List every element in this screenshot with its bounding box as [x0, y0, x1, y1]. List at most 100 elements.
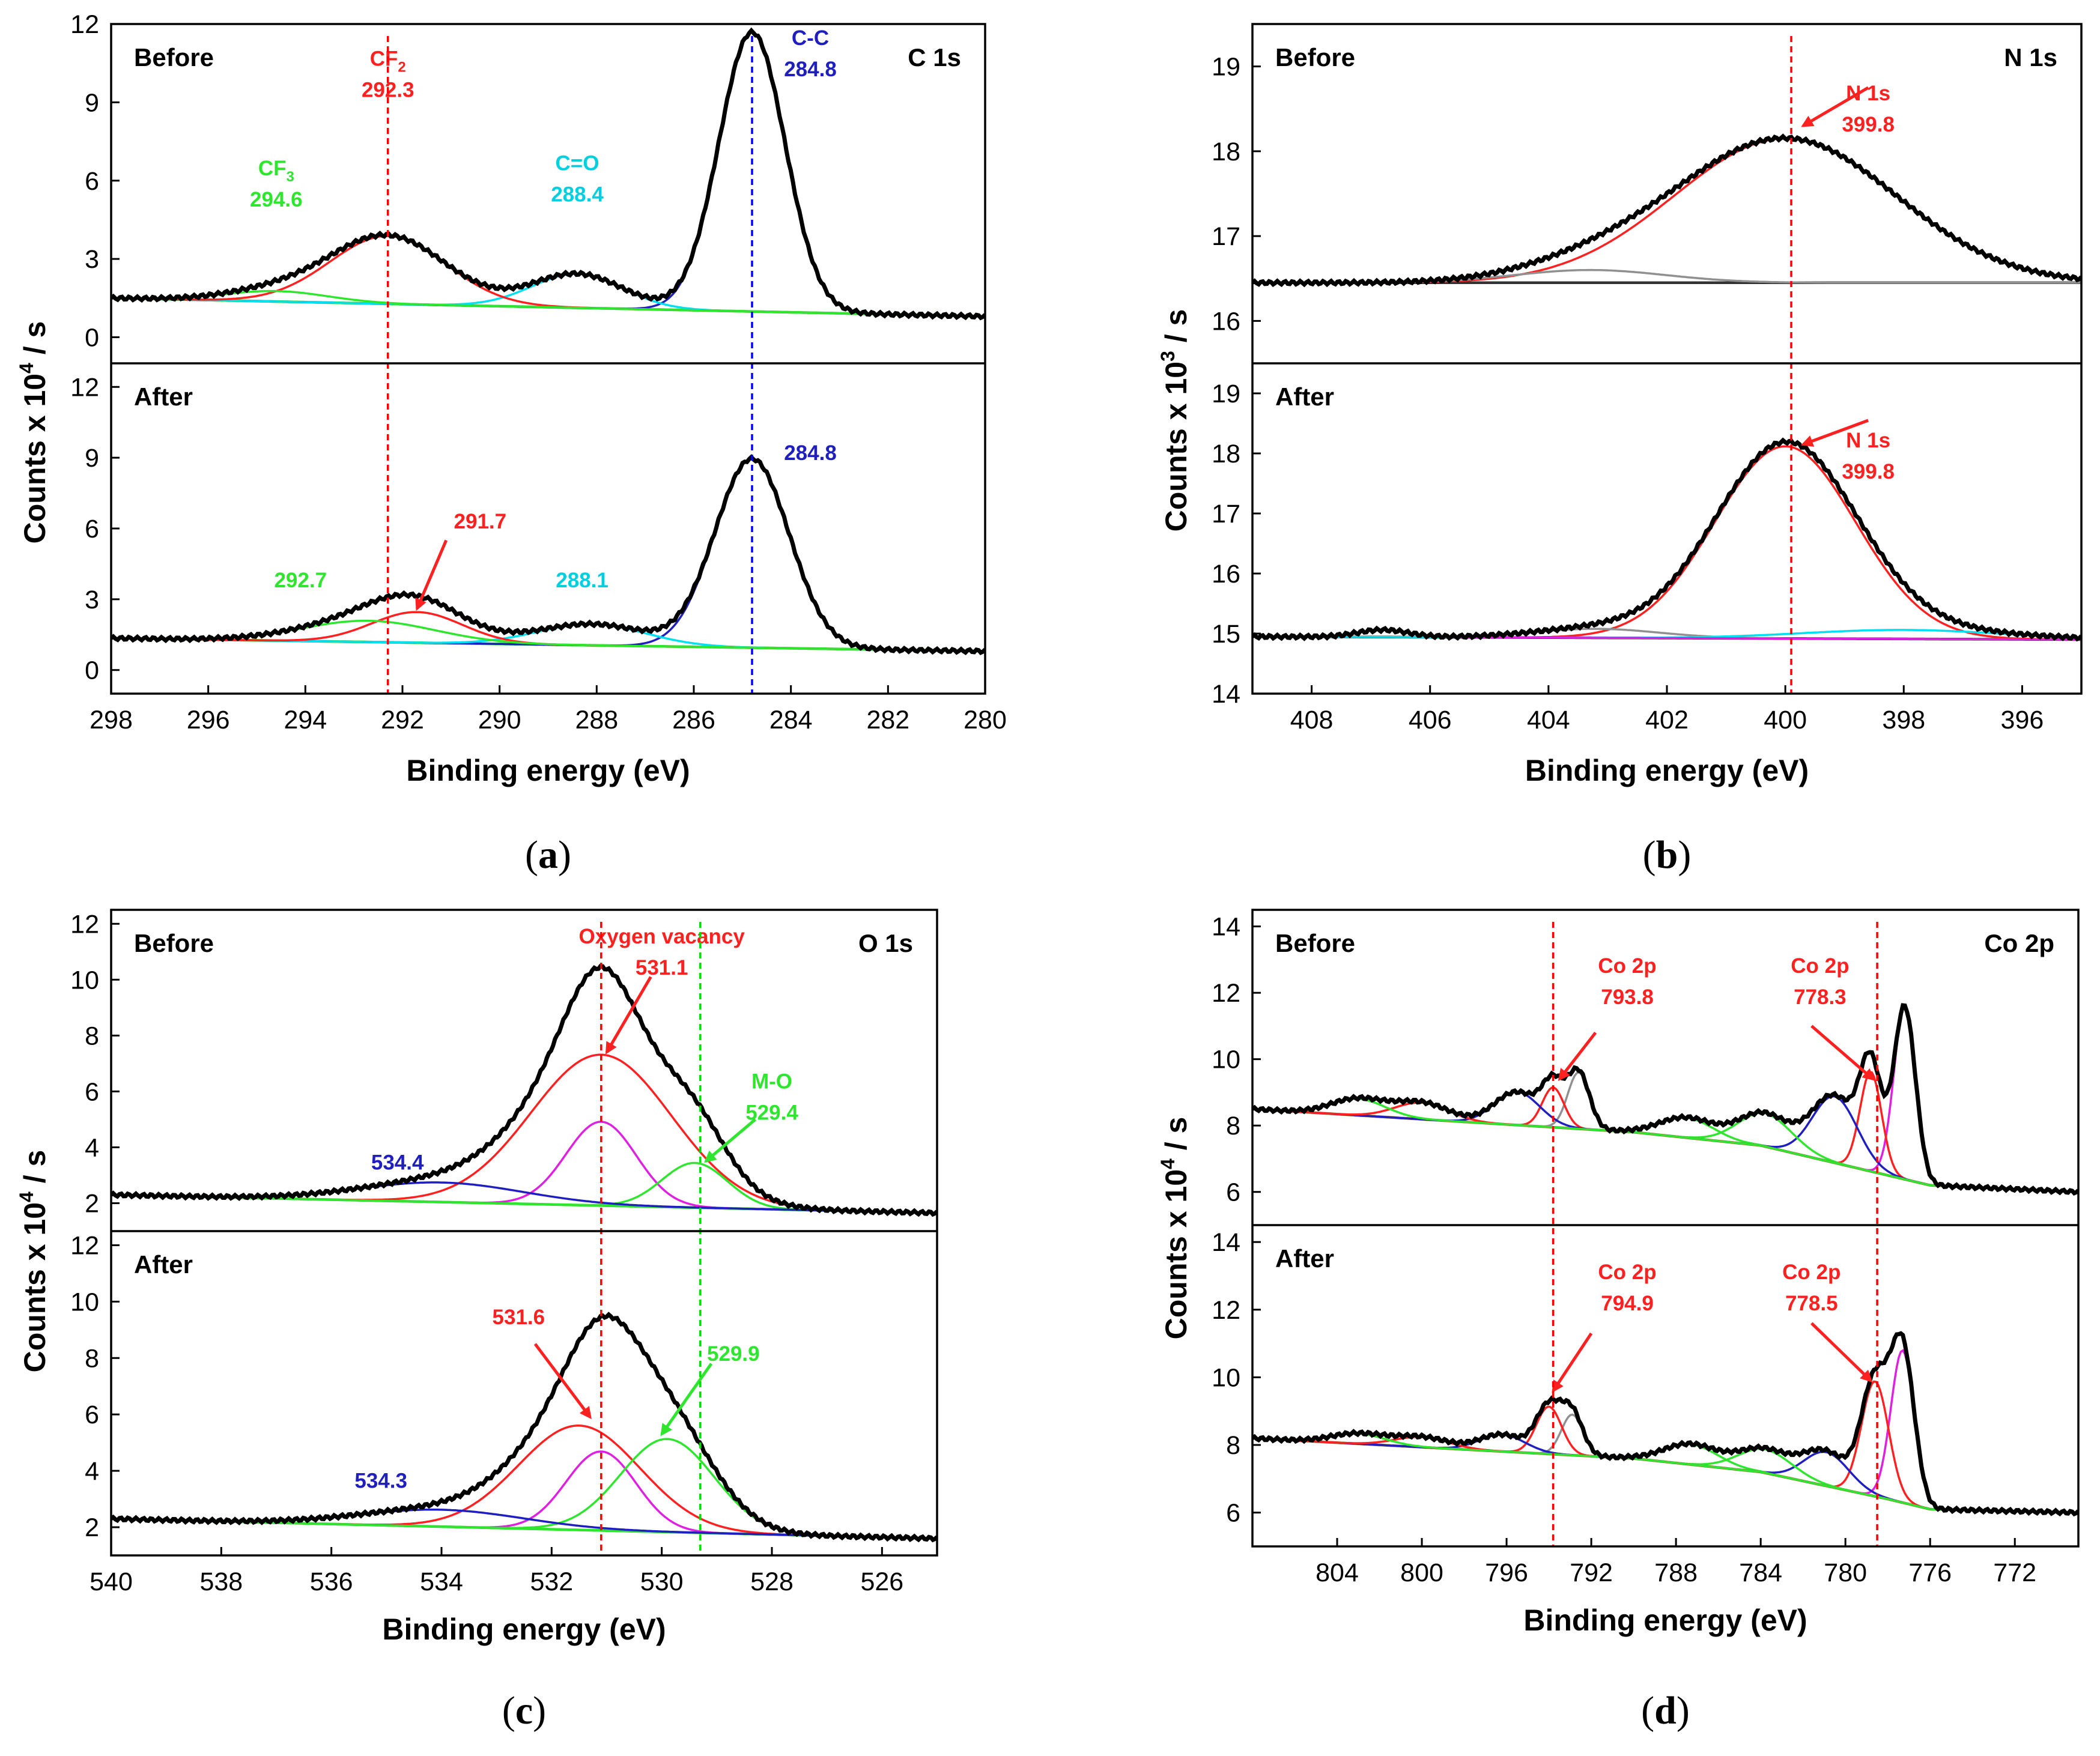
annotation-arrow [703, 1118, 757, 1163]
panel-letter-open: ( [1643, 833, 1656, 877]
measured-spectrum [111, 963, 937, 1217]
subplot-label: After [134, 1250, 193, 1279]
annotation-arrow [533, 1343, 592, 1420]
annotation-arrow [415, 539, 448, 611]
y-tick-label: 0 [85, 324, 99, 353]
peak-value: 399.8 [1842, 460, 1895, 483]
curves [1252, 133, 2081, 288]
y-axis-label-exp: 4 [1157, 1158, 1179, 1169]
peak-name: N 1s [1846, 82, 1890, 105]
y-axis-label-tail: / s [1159, 309, 1193, 351]
y-tick-label: 18 [1212, 440, 1240, 468]
x-tick-label: 292 [381, 706, 424, 734]
curves [1252, 437, 2081, 642]
y-axis-label-exp: 3 [1157, 351, 1179, 362]
x-tick-label: 404 [1527, 706, 1570, 734]
y-tick-label: 8 [85, 1022, 99, 1050]
y-tick-label: 6 [85, 515, 99, 543]
y-tick-label: 8 [1226, 1112, 1240, 1140]
subplot-label: After [134, 383, 193, 411]
measured-spectrum [111, 27, 985, 321]
x-tick-label: 788 [1654, 1558, 1698, 1587]
y-tick-label: 4 [85, 1133, 99, 1162]
peak-name-main: M-O [751, 1070, 792, 1094]
panel-letter-open: ( [502, 1689, 515, 1733]
component-peak [111, 289, 985, 318]
annotation-arrow [1810, 1322, 1873, 1382]
subplot-after: 2 4 6 8 10 12 After 531.6 529.9 534.3 [70, 1231, 937, 1543]
x-tick-label: 538 [199, 1567, 243, 1596]
measured-spectrum [111, 1312, 937, 1543]
x-tick-label: 296 [187, 706, 230, 734]
y-tick-label: 19 [1212, 380, 1240, 408]
x-tick-label: 804 [1316, 1558, 1359, 1587]
panel-letter-char: d [1654, 1689, 1677, 1733]
measured-spectrum [1252, 1331, 2078, 1517]
peak-value: 294.6 [250, 188, 303, 211]
peak-name-sub: 2 [398, 59, 405, 76]
element-label: O 1s [858, 929, 913, 957]
panel-letter-close: ) [558, 833, 571, 877]
y-tick-label: 17 [1212, 500, 1240, 528]
peak-value: 399.8 [1842, 113, 1895, 136]
y-tick-label: 18 [1212, 138, 1240, 166]
panel-letter: (a) [525, 833, 571, 877]
y-tick-label: 14 [1212, 680, 1240, 709]
y-axis-label-tail: / s [1159, 1117, 1193, 1158]
peak-name: CF2 [370, 47, 406, 76]
peak-name: Co 2p [1782, 1261, 1841, 1284]
x-tick-label: 406 [1409, 706, 1452, 734]
component-peak [1252, 1405, 2078, 1514]
subplot-label: Before [134, 929, 214, 957]
y-axis-label: Counts x 104 / s [16, 321, 52, 544]
component-peak [111, 1438, 937, 1540]
subplot-label: Before [1275, 929, 1355, 957]
peak-value: 778.5 [1785, 1292, 1838, 1315]
y-axis-label-exp: 4 [16, 363, 37, 374]
panel-letter-char: a [538, 833, 558, 877]
y-tick-label: 6 [85, 1400, 99, 1429]
peak-name-main: C-C [792, 26, 829, 50]
x-tick-label: 398 [1882, 706, 1925, 734]
y-tick-label: 16 [1212, 307, 1240, 336]
measured-spectrum [1252, 133, 2081, 288]
x-tick-label: 532 [530, 1567, 573, 1596]
y-axis-label: Counts x 103 / s [1157, 309, 1193, 532]
peak-name: Oxygen vacancy [579, 925, 745, 948]
x-axis-label: Binding energy (eV) [1525, 754, 1809, 787]
subplot-before: 2 4 6 8 10 12 Before O 1s Oxygen vacancy 531.1 M-O… [70, 910, 937, 1218]
peak-name-main: Oxygen vacancy [579, 925, 745, 948]
panel-letter-char: b [1656, 833, 1678, 877]
y-tick-label: 8 [1226, 1431, 1240, 1460]
peak-value: 531.6 [493, 1306, 545, 1329]
x-tick-label: 536 [310, 1567, 353, 1596]
peak-value: 291.7 [454, 510, 507, 533]
x-axis-label: Binding energy (eV) [406, 754, 690, 787]
x-tick-label: 288 [575, 706, 618, 734]
y-tick-label: 15 [1212, 620, 1240, 649]
peak-name-main: Co 2p [1791, 954, 1849, 978]
curves [111, 963, 937, 1217]
plot-frame [110, 23, 986, 695]
y-tick-label: 12 [1212, 979, 1240, 1008]
peak-name-main: Co 2p [1782, 1261, 1841, 1284]
curves [1252, 1331, 2078, 1517]
y-axis-label-exp: 4 [16, 1191, 37, 1202]
x-tick-label: 396 [2001, 706, 2044, 734]
y-axis-label-base: Counts x 10 [1159, 1169, 1193, 1339]
peak-name-main: N 1s [1846, 82, 1890, 105]
peak-value: 534.3 [354, 1469, 407, 1492]
y-tick-label: 10 [70, 1288, 99, 1316]
curves [111, 454, 985, 655]
panel-letter-char: c [515, 1689, 533, 1733]
component-peak [111, 1053, 937, 1214]
measured-spectrum [1252, 437, 2081, 642]
component-peak [111, 1121, 937, 1214]
peak-name: C-C [792, 26, 829, 50]
annotation-arrow [1800, 419, 1869, 447]
component-peak [111, 31, 985, 318]
panel-letter-close: ) [1677, 1689, 1690, 1733]
x-tick-label: 792 [1570, 1558, 1613, 1587]
peak-name: Co 2p [1598, 1261, 1656, 1284]
x-tick-label: 784 [1739, 1558, 1782, 1587]
